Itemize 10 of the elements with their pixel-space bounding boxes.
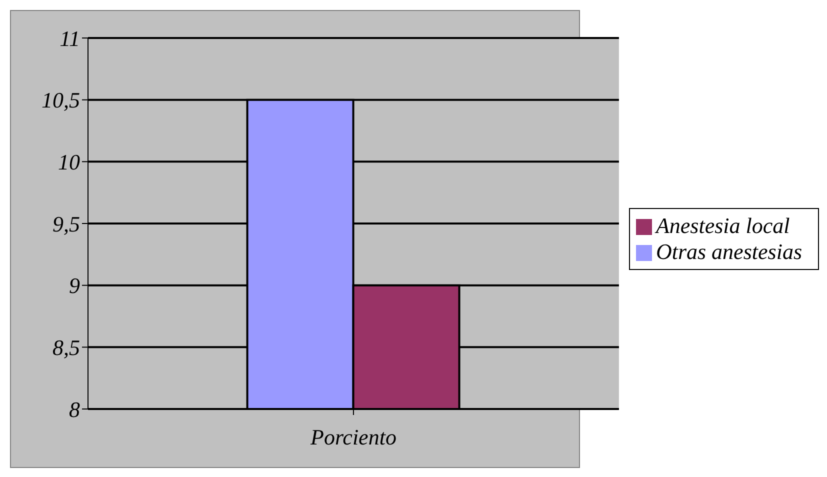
y-tick-label: 10: [58, 149, 80, 174]
legend-label: Otras anestesias: [656, 238, 802, 264]
y-tick-label: 9,5: [52, 211, 80, 236]
legend-label: Anestesia local: [656, 212, 790, 238]
y-tick-label: 10,5: [42, 88, 80, 113]
y-tick-label: 9: [69, 273, 80, 298]
x-tick-label: Porciento: [310, 424, 396, 450]
y-tick-label: 8: [69, 396, 80, 422]
y-tick-label: 8,5: [52, 334, 80, 360]
y-tick-label: 11: [60, 26, 80, 51]
